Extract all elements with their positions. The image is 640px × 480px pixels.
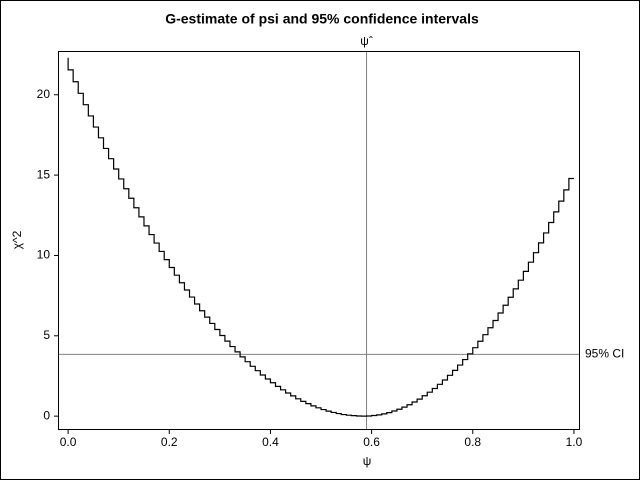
y-tick-label: 10	[37, 248, 51, 262]
x-tick-label: 0.4	[262, 435, 279, 449]
estimate-label: ψˆ	[360, 34, 373, 48]
x-tick-label: 0.2	[161, 435, 178, 449]
x-tick-label: 0.0	[60, 435, 77, 449]
chart-title: G-estimate of psi and 95% confidence int…	[165, 11, 479, 27]
x-tick-label: 0.6	[363, 435, 380, 449]
y-tick-label: 15	[37, 167, 51, 181]
y-tick-label: 5	[43, 328, 50, 342]
ci-label: 95% CI	[585, 347, 624, 361]
y-axis-label: χ^2	[10, 230, 24, 249]
y-tick-label: 20	[37, 87, 51, 101]
step-line	[67, 57, 574, 417]
y-tick-label: 0	[43, 408, 50, 422]
plot-frame	[58, 51, 580, 430]
x-tick-label: 1.0	[566, 435, 583, 449]
x-axis-label: ψ	[363, 454, 372, 468]
x-tick-label: 0.8	[464, 435, 481, 449]
